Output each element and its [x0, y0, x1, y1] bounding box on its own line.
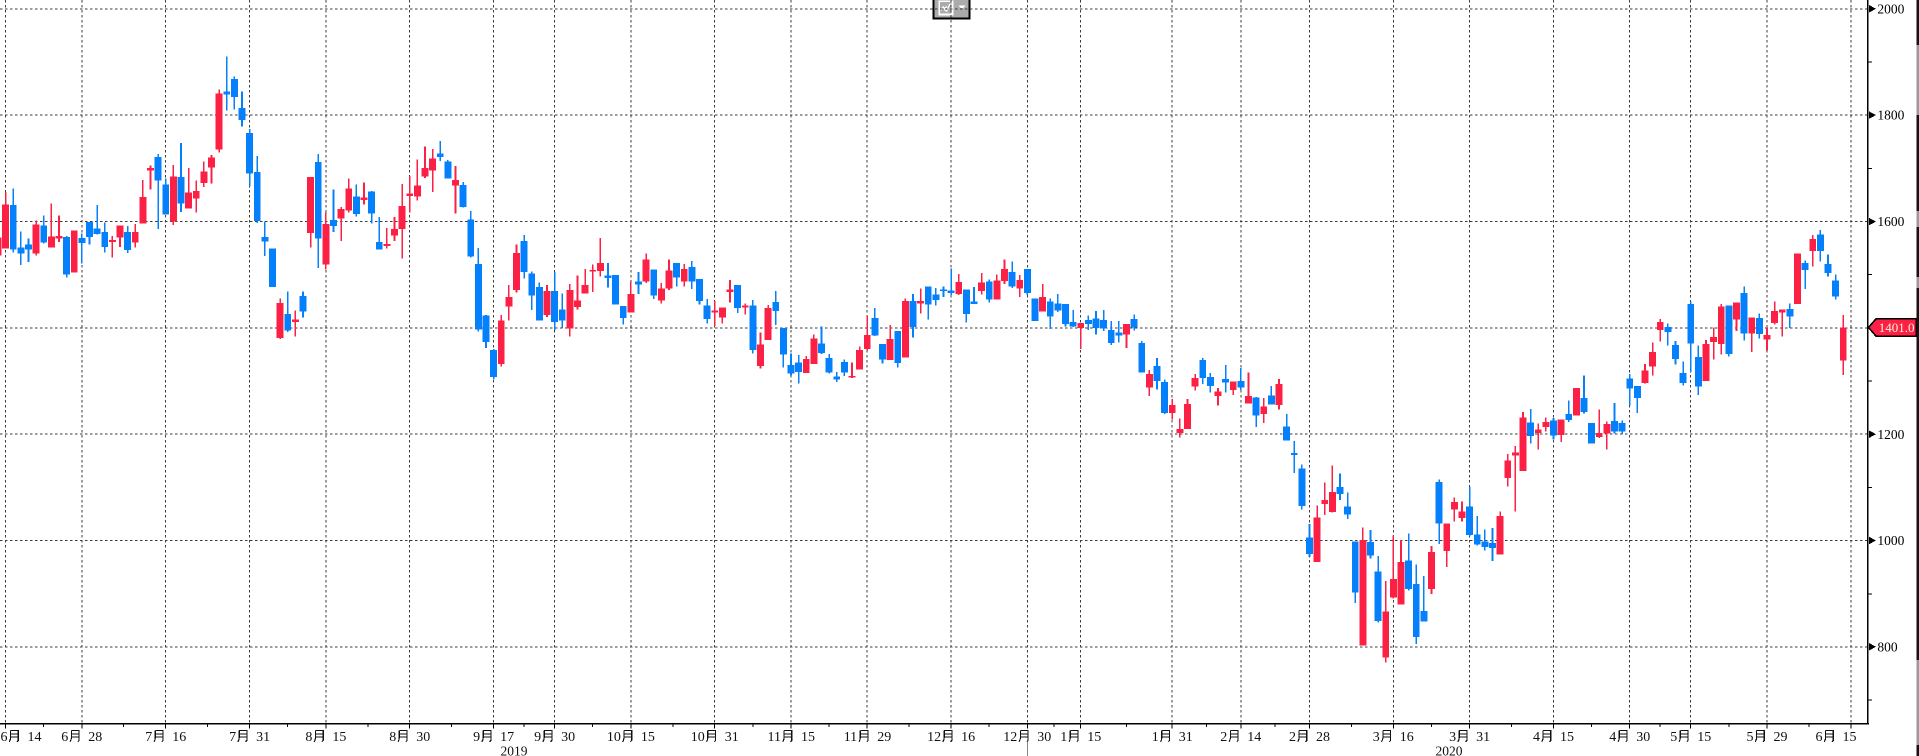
svg-text:17: 17 [500, 730, 514, 745]
svg-text:31: 31 [256, 730, 270, 745]
svg-text:3: 3 [1373, 730, 1380, 745]
svg-text:2020: 2020 [1436, 744, 1463, 756]
svg-text:1: 1 [1060, 730, 1067, 745]
svg-text:15: 15 [1560, 730, 1574, 745]
svg-text:15: 15 [801, 730, 815, 745]
svg-text:29: 29 [1774, 730, 1788, 745]
svg-text:16: 16 [172, 730, 186, 745]
svg-text:6: 6 [1816, 730, 1823, 745]
svg-text:1401.0: 1401.0 [1879, 320, 1915, 335]
svg-text:12: 12 [927, 730, 941, 745]
svg-text:15: 15 [641, 730, 655, 745]
svg-text:5: 5 [1747, 730, 1754, 745]
svg-text:11: 11 [768, 730, 781, 745]
svg-text:14: 14 [28, 730, 42, 745]
svg-text:1000: 1000 [1877, 533, 1904, 548]
svg-text:800: 800 [1877, 639, 1898, 654]
svg-text:29: 29 [877, 730, 891, 745]
svg-text:6: 6 [61, 730, 68, 745]
svg-text:2019: 2019 [501, 744, 528, 756]
svg-text:1800: 1800 [1877, 108, 1904, 123]
svg-text:9: 9 [534, 730, 541, 745]
svg-text:11: 11 [844, 730, 857, 745]
svg-text:15: 15 [332, 730, 346, 745]
svg-text:28: 28 [1316, 730, 1330, 745]
svg-text:2: 2 [1289, 730, 1296, 745]
svg-text:1600: 1600 [1877, 214, 1904, 229]
svg-text:15: 15 [1087, 730, 1101, 745]
svg-text:30: 30 [561, 730, 575, 745]
svg-text:30: 30 [416, 730, 430, 745]
svg-text:15: 15 [1843, 730, 1857, 745]
svg-text:4: 4 [1609, 730, 1616, 745]
svg-text:28: 28 [88, 730, 102, 745]
svg-text:30: 30 [1636, 730, 1650, 745]
svg-text:5: 5 [1670, 730, 1677, 745]
svg-text:14: 14 [1247, 730, 1261, 745]
svg-text:8: 8 [305, 730, 312, 745]
svg-text:12: 12 [1003, 730, 1017, 745]
svg-text:6: 6 [1, 730, 8, 745]
svg-text:7: 7 [145, 730, 152, 745]
svg-text:3: 3 [1449, 730, 1456, 745]
svg-text:16: 16 [1400, 730, 1414, 745]
svg-text:15: 15 [1697, 730, 1711, 745]
svg-text:2000: 2000 [1877, 1, 1904, 16]
svg-text:31: 31 [1179, 730, 1193, 745]
svg-text:1: 1 [1152, 730, 1159, 745]
svg-text:8: 8 [389, 730, 396, 745]
svg-text:1200: 1200 [1877, 427, 1904, 442]
svg-text:9: 9 [473, 730, 480, 745]
svg-text:4: 4 [1533, 730, 1540, 745]
svg-text:16: 16 [961, 730, 975, 745]
svg-text:2: 2 [1220, 730, 1227, 745]
svg-text:10: 10 [607, 730, 621, 745]
svg-text:30: 30 [1037, 730, 1051, 745]
svg-text:31: 31 [725, 730, 739, 745]
svg-text:7: 7 [229, 730, 236, 745]
svg-text:10: 10 [691, 730, 705, 745]
svg-text:31: 31 [1476, 730, 1490, 745]
